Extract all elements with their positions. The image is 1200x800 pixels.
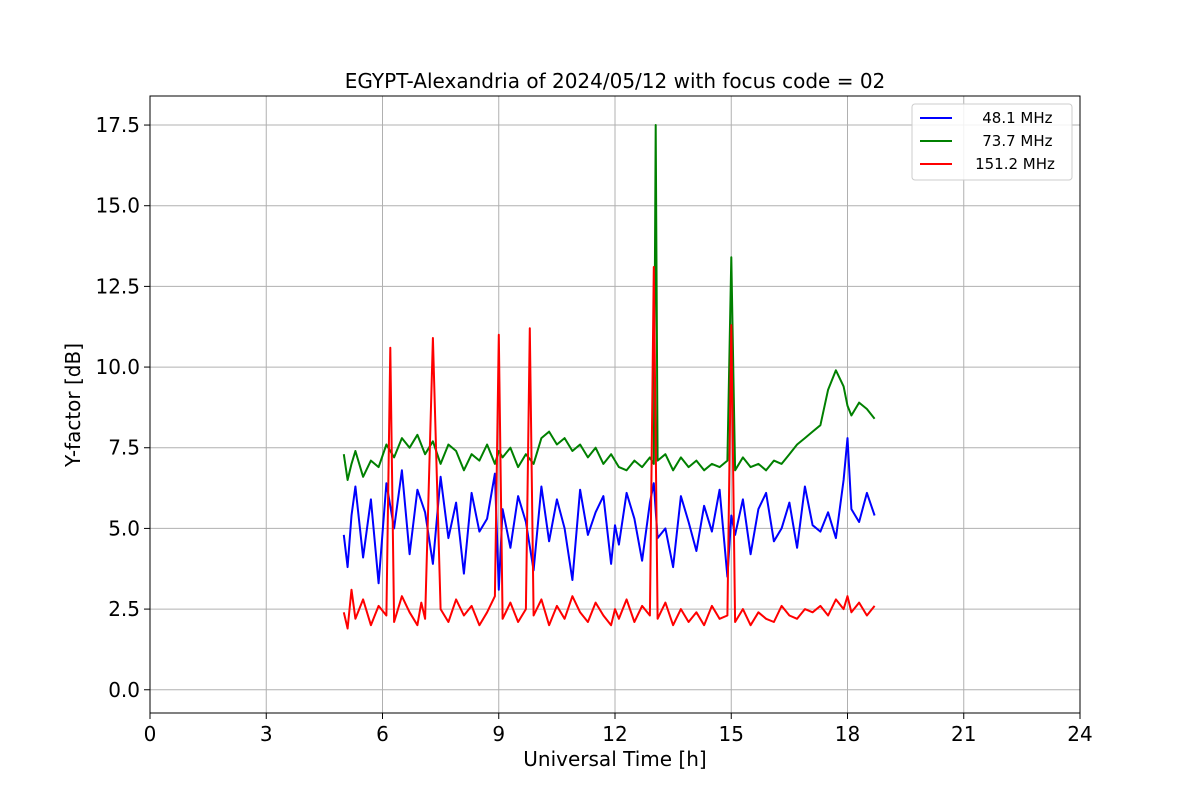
legend: 48.1 MHz 73.7 MHz 151.2 MHz — [911, 103, 1073, 181]
legend-label-2: 151.2 MHz — [975, 155, 1055, 173]
x-tick-label: 0 — [144, 722, 157, 746]
legend-label-0: 48.1 MHz — [977, 109, 1052, 127]
x-tick-label: 9 — [492, 722, 505, 746]
plot-area — [342, 124, 876, 630]
series-line-2 — [342, 266, 876, 630]
x-tick-label: 24 — [1067, 722, 1092, 746]
series-layer — [342, 124, 876, 630]
y-tick-label: 12.5 — [95, 274, 140, 298]
x-tick-label: 18 — [835, 722, 860, 746]
x-tick-label: 15 — [719, 722, 744, 746]
legend-box — [911, 103, 1073, 181]
y-tick-label: 17.5 — [95, 113, 140, 137]
y-tick-label: 5.0 — [108, 516, 140, 540]
y-axis-label: Y-factor [dB] — [61, 343, 85, 468]
legend-label-1: 73.7 MHz — [977, 132, 1052, 150]
series-line-0 — [342, 437, 876, 591]
y-axis-ticks: 0.0 2.5 5.0 7.5 10.0 12.5 15.0 17.5 — [95, 113, 150, 702]
y-tick-label: 7.5 — [108, 436, 140, 460]
y-tick-label: 15.0 — [95, 194, 140, 218]
x-axis-ticks: 0 3 6 9 12 15 18 21 24 — [144, 713, 1093, 746]
y-tick-label: 10.0 — [95, 355, 140, 379]
y-tick-label: 0.0 — [108, 678, 140, 702]
chart-title: EGYPT-Alexandria of 2024/05/12 with focu… — [345, 69, 886, 93]
x-axis-label: Universal Time [h] — [523, 747, 706, 771]
x-tick-label: 21 — [951, 722, 976, 746]
x-tick-label: 3 — [260, 722, 273, 746]
x-tick-label: 12 — [602, 722, 627, 746]
y-tick-label: 2.5 — [108, 597, 140, 621]
x-tick-label: 6 — [376, 722, 389, 746]
